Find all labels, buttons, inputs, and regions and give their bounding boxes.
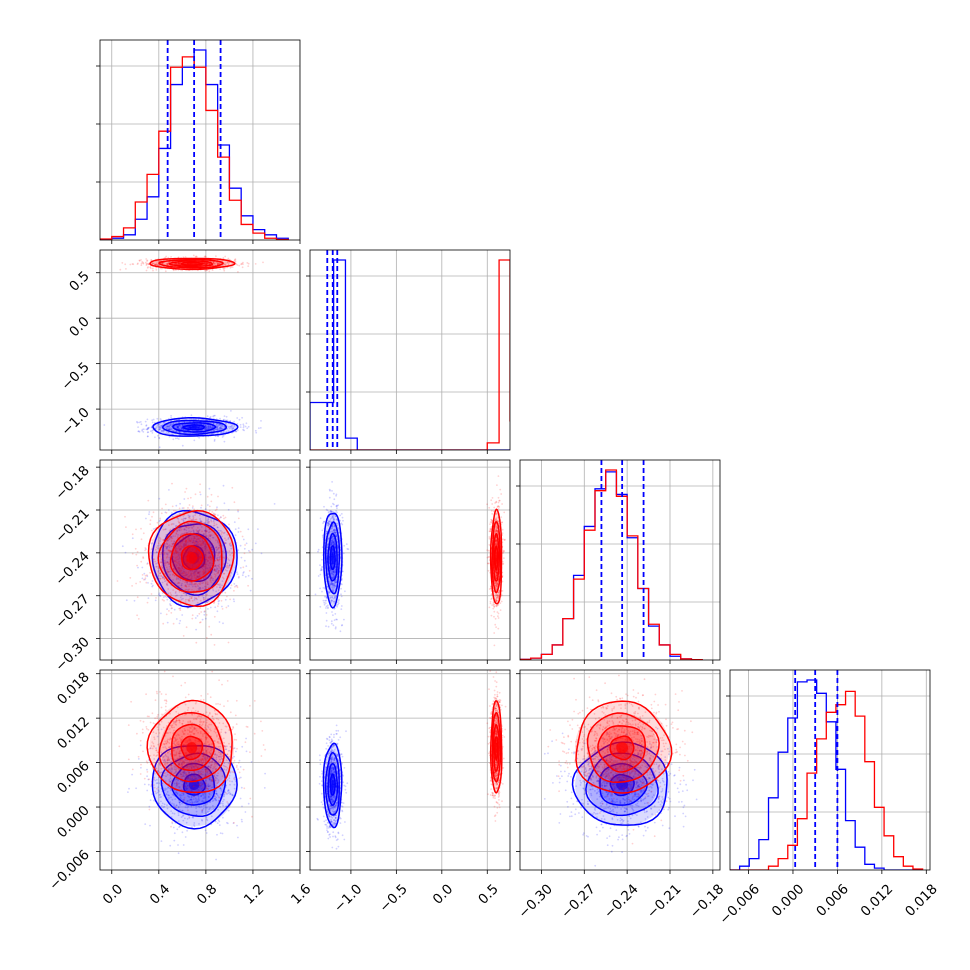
scatter-panel-p3-vs-p2: −0.30 −0.27 −0.24 −0.21 −0.18 (515, 669, 727, 922)
histogram-step-red (520, 469, 703, 660)
histogram-panel-p0 (96, 39, 301, 244)
panel-border (99, 459, 301, 661)
panel-background (100, 670, 300, 870)
contours-red (149, 257, 236, 271)
histogram-step-blue (310, 259, 510, 450)
histogram-panel-p2 (516, 459, 721, 664)
panel-content (310, 670, 510, 870)
density-fill-red (149, 701, 235, 794)
panel-border (519, 459, 721, 661)
histogram-step-red (310, 259, 510, 450)
panel-border (99, 669, 301, 871)
contours-red (489, 700, 503, 794)
panel-content (310, 460, 510, 660)
histogram-panel-p1 (306, 249, 511, 454)
contours-blue (152, 417, 239, 437)
panel-content (100, 670, 300, 870)
scatter-points-red (547, 674, 694, 845)
panel-background (100, 250, 300, 450)
scatter-panel-p2-vs-p0: −0.30−0.27−0.24−0.21−0.18 (52, 459, 301, 675)
panel-content (100, 40, 300, 240)
panel-background (520, 460, 720, 660)
panel-content (100, 460, 300, 660)
panel-border (309, 459, 511, 661)
panel-background (730, 670, 930, 870)
panel-border (519, 669, 721, 871)
density-fill-red (575, 701, 670, 794)
density-fill-blue (151, 743, 237, 827)
panel-content (730, 670, 930, 870)
contours-red (146, 699, 233, 794)
panel-content (100, 250, 300, 450)
histogram-step-blue (730, 679, 923, 870)
contours-red (489, 508, 503, 605)
contours-blue (322, 742, 343, 829)
panel-content (310, 250, 510, 450)
histogram-step-red (730, 690, 924, 870)
panel-content (520, 670, 720, 870)
panel-background (100, 460, 300, 660)
histogram-step-red (100, 56, 289, 240)
panel-border (99, 39, 301, 241)
scatter-panel-p2-vs-p1 (306, 459, 511, 664)
contours-blue (323, 512, 343, 609)
panel-border (729, 669, 931, 871)
panel-border (309, 249, 511, 451)
panel-content (520, 460, 720, 660)
contours-red (147, 509, 235, 608)
panel-background (310, 670, 510, 870)
panel-background (310, 250, 510, 450)
panel-background (310, 460, 510, 660)
panel-background (100, 40, 300, 240)
panel-background (520, 670, 720, 870)
contours-red (575, 700, 673, 794)
scatter-points-red (118, 670, 266, 828)
panel-border (309, 669, 511, 871)
panel-border (99, 249, 301, 451)
